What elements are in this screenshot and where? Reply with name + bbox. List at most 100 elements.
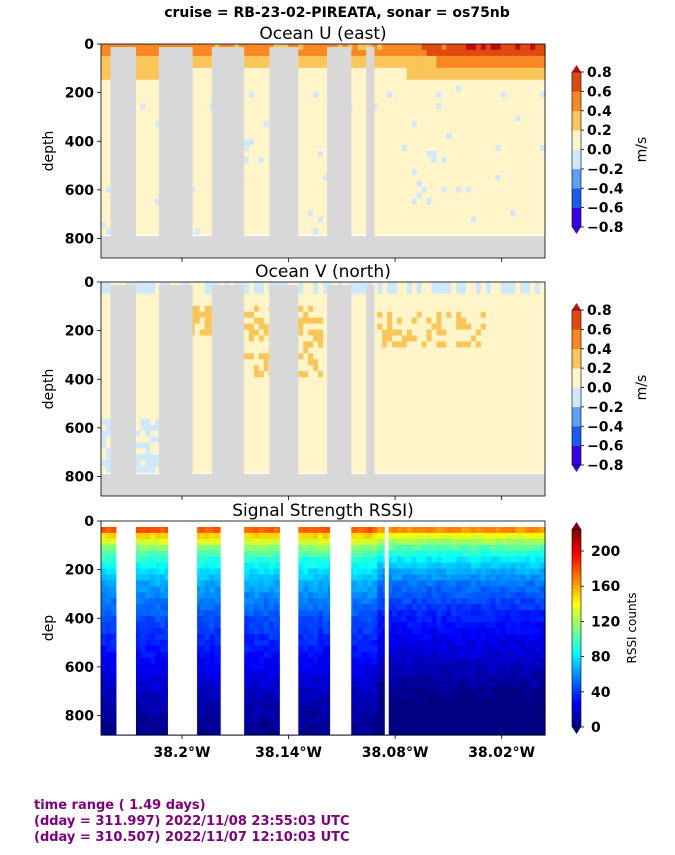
heatmap-cell [298, 448, 304, 455]
heatmap-cell [451, 139, 457, 146]
heatmap-cell [352, 353, 359, 360]
heatmap-cell [135, 91, 142, 99]
heatmap-cell [101, 329, 107, 337]
heatmap-cell [520, 79, 526, 87]
heatmap-cell [475, 168, 482, 176]
heatmap-cell [298, 174, 304, 182]
heatmap-cell [140, 174, 146, 182]
heatmap-cell [249, 436, 255, 444]
heatmap-cell [362, 406, 368, 414]
heatmap-cell [461, 180, 467, 188]
heatmap-cell [263, 228, 270, 235]
heatmap-cell [377, 162, 383, 170]
heatmap-cell [500, 49, 507, 57]
heatmap-cell [525, 91, 531, 99]
heatmap-cell [199, 85, 206, 93]
heatmap-cell [505, 115, 512, 122]
heatmap-cell [525, 44, 531, 51]
heatmap-cell [155, 55, 161, 63]
heatmap-cell [431, 204, 438, 212]
heatmap-cell [421, 162, 428, 170]
heatmap-cell [352, 299, 359, 307]
heatmap-cell [397, 400, 403, 408]
heatmap-cell [150, 216, 156, 223]
heatmap-cell [303, 329, 309, 337]
heatmap-cell [530, 44, 536, 51]
heatmap-cell [244, 192, 250, 200]
heatmap-cell [253, 67, 260, 75]
heatmap-cell [540, 204, 546, 212]
heatmap-cell [357, 139, 364, 146]
heatmap-cell [451, 73, 457, 81]
heatmap-cell [406, 228, 413, 235]
heatmap-cell [362, 228, 368, 235]
heatmap-cell [199, 377, 206, 384]
heatmap-cell [406, 448, 413, 455]
heatmap-cell [490, 228, 497, 235]
heatmap-cell [535, 133, 541, 140]
heatmap-cell [480, 210, 487, 217]
heatmap-cell [382, 162, 388, 170]
heatmap-cell [145, 299, 151, 307]
heatmap-cell [406, 192, 413, 200]
heatmap-cell [387, 400, 393, 408]
heatmap-cell [446, 67, 452, 75]
heatmap-cell [150, 115, 156, 122]
heatmap-cell [480, 156, 487, 164]
heatmap-cell [352, 293, 359, 301]
heatmap-cell [105, 394, 112, 402]
heatmap-cell [253, 216, 260, 223]
heatmap-cell [298, 222, 304, 229]
heatmap-cell [471, 210, 477, 217]
heatmap-cell [357, 61, 364, 69]
heatmap-cell [456, 55, 462, 63]
heatmap-cell [244, 109, 250, 116]
heatmap-cell [530, 85, 536, 93]
heatmap-cell [505, 186, 512, 194]
heatmap-cell [101, 311, 107, 319]
heatmap-cell [135, 174, 142, 182]
heatmap-cell [101, 109, 107, 116]
heatmap-cell [377, 448, 383, 455]
heatmap-cell [535, 168, 541, 176]
heatmap-cell [372, 329, 378, 337]
heatmap-cell [313, 389, 319, 396]
heatmap-cell [298, 359, 304, 366]
heatmap-cell [258, 168, 265, 176]
heatmap-cell [520, 145, 526, 152]
heatmap-cell [387, 347, 393, 354]
heatmap-cell [416, 305, 423, 313]
heatmap-cell [401, 192, 408, 200]
heatmap-cell [308, 442, 314, 450]
heatmap-cell [303, 61, 309, 69]
heatmap-cell [392, 418, 398, 426]
heatmap-cell [101, 73, 107, 81]
heatmap-cell [416, 293, 423, 301]
heatmap-cell [530, 151, 536, 158]
heatmap-cell [480, 79, 487, 87]
heatmap-cell [323, 400, 329, 408]
heatmap-cell [382, 424, 388, 432]
heatmap-cell [372, 61, 378, 69]
heatmap-cell [303, 216, 309, 223]
heatmap-cell [323, 282, 329, 289]
heatmap-cell [401, 61, 408, 69]
heatmap-cell [431, 61, 438, 69]
heatmap-cell [263, 353, 270, 360]
heatmap-cell [101, 79, 107, 87]
heatmap-cell [308, 359, 314, 366]
heatmap-cell [145, 311, 151, 319]
heatmap-cell [249, 139, 255, 146]
heatmap-cell [244, 400, 250, 408]
heatmap-cell [352, 109, 359, 116]
heatmap-cell [105, 389, 112, 396]
heatmap-cell [199, 329, 206, 337]
heatmap-cell [303, 365, 309, 372]
heatmap-cell [421, 174, 428, 182]
heatmap-cell [357, 85, 364, 93]
heatmap-cell [411, 133, 418, 140]
heatmap-cell [397, 127, 403, 134]
heatmap-cell [145, 228, 151, 235]
heatmap-cell [357, 389, 364, 396]
heatmap-cell [471, 222, 477, 229]
